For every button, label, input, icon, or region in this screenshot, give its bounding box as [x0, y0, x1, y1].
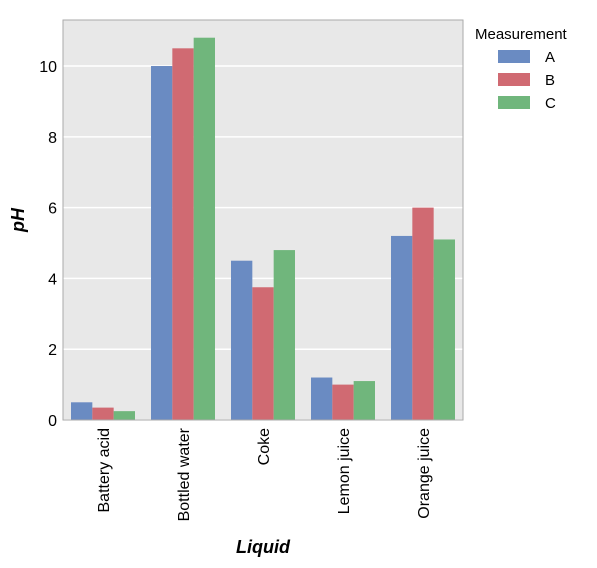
- legend-label-C: C: [545, 95, 556, 112]
- x-tick-label: Lemon juice: [336, 428, 353, 514]
- bar-A-0: [71, 402, 93, 420]
- bar-C-1: [193, 37, 215, 420]
- legend-label-B: B: [545, 72, 555, 89]
- bar-A-2: [231, 260, 253, 420]
- bar-B-0: [92, 407, 114, 420]
- bar-A-4: [391, 235, 413, 420]
- legend: Measurement ABC: [475, 26, 568, 112]
- x-tick-label: Orange juice: [416, 428, 433, 519]
- bar-B-3: [332, 384, 354, 420]
- y-tick-label: 6: [48, 201, 57, 218]
- bar-C-0: [113, 411, 135, 420]
- bar-C-4: [433, 239, 455, 420]
- bar-B-2: [252, 287, 274, 420]
- x-axis-title: Liquid: [236, 537, 291, 557]
- y-axis-ticks: 0 2 4 6 8 10: [39, 59, 57, 430]
- legend-swatch-B: [498, 73, 530, 86]
- bar-C-2: [273, 250, 295, 420]
- legend-label-A: A: [545, 49, 555, 66]
- bar-C-3: [353, 381, 375, 420]
- y-tick-label: 2: [48, 342, 57, 359]
- legend-title: Measurement: [475, 26, 568, 43]
- bar-B-1: [172, 48, 194, 421]
- x-tick-label: Bottled water: [176, 427, 193, 521]
- plot-frame: [62, 19, 464, 421]
- bar-A-3: [311, 377, 333, 420]
- y-tick-label: 10: [39, 59, 57, 76]
- y-tick-label: 8: [48, 130, 57, 147]
- y-tick-label: 0: [48, 413, 57, 430]
- bars: [71, 37, 455, 421]
- legend-swatch-C: [498, 96, 530, 109]
- y-tick-label: 4: [48, 271, 57, 288]
- legend-swatch-A: [498, 50, 530, 63]
- bar-B-4: [412, 207, 434, 420]
- x-tick-label: Battery acid: [96, 428, 113, 512]
- x-axis-ticks: Battery acid Bottled water Coke Lemon juice…: [96, 427, 433, 521]
- x-tick-label: Coke: [256, 428, 273, 465]
- bar-A-1: [151, 66, 173, 420]
- y-axis-title: pH: [8, 207, 28, 233]
